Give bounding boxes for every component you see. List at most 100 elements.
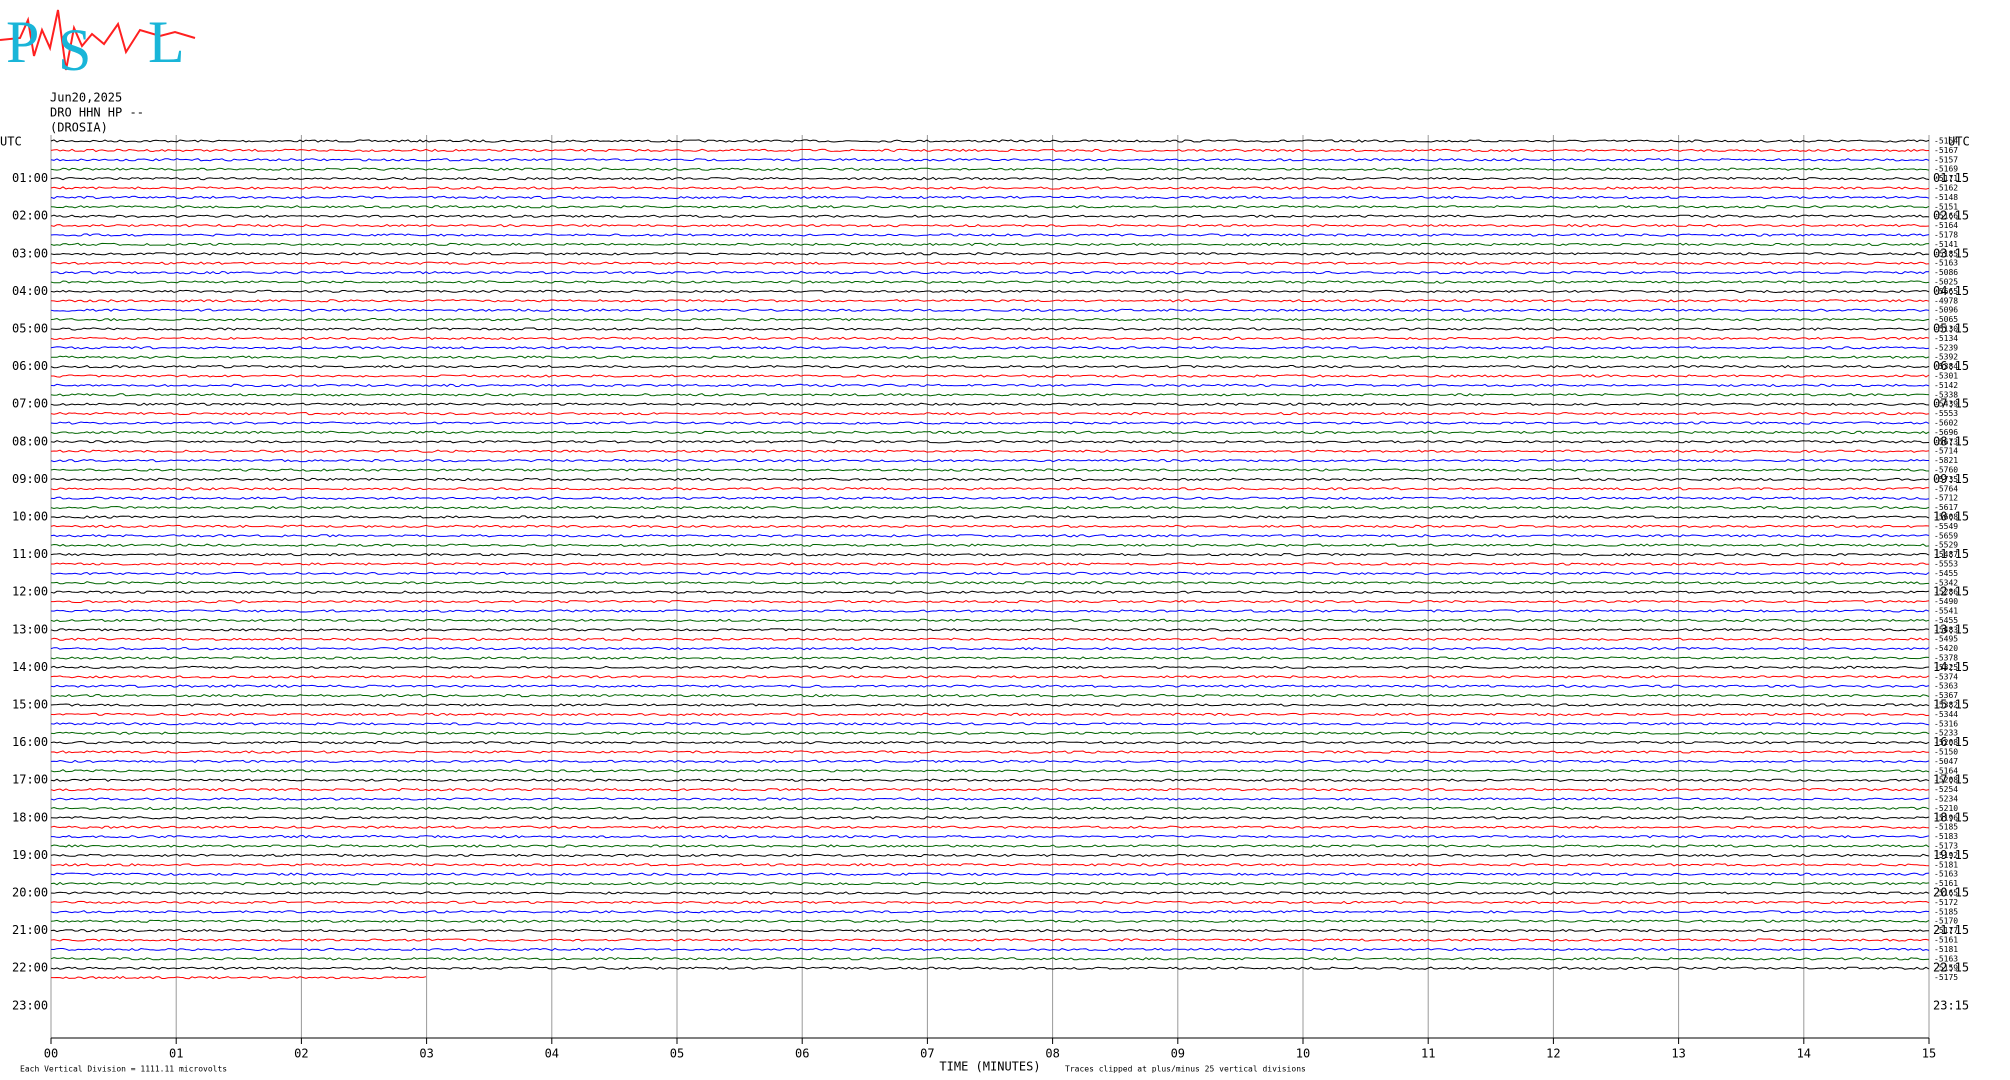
trace-label: -5553 — [1934, 409, 1958, 418]
x-tick-label: 04 — [545, 1047, 559, 1061]
trace — [51, 355, 1930, 359]
trace-label: -5170 — [1934, 917, 1958, 926]
trace — [50, 261, 1930, 265]
trace-label: -5161 — [1934, 879, 1958, 888]
trace — [50, 590, 1930, 594]
x-tick-label: 09 — [1171, 1047, 1185, 1061]
trace-label: -5735 — [1934, 475, 1958, 484]
trace — [50, 891, 1930, 895]
trace-label: -5254 — [1934, 785, 1958, 794]
trace-label: -5325 — [1934, 663, 1958, 672]
trace-label: -5177 — [1934, 926, 1958, 935]
trace-label: -5233 — [1934, 729, 1958, 738]
trace-label: -5378 — [1934, 654, 1958, 663]
hour-label-left: 17:00 — [12, 773, 48, 787]
hour-label-right: 01:15 — [1933, 171, 1969, 185]
trace-label: -5455 — [1934, 616, 1958, 625]
trace — [50, 919, 1930, 923]
hour-label-left: 05:00 — [12, 322, 48, 336]
trace — [50, 609, 1930, 613]
trace — [50, 769, 1930, 773]
trace-label: -5455 — [1934, 569, 1958, 578]
x-tick-label: 02 — [294, 1047, 308, 1061]
hour-label-right: 18:15 — [1933, 810, 1969, 824]
trace — [50, 750, 1929, 754]
trace — [50, 665, 1930, 670]
trace — [50, 195, 1930, 200]
trace-label: -5659 — [1934, 531, 1958, 540]
trace-label: -4978 — [1934, 296, 1958, 305]
trace-label: -5673 — [1934, 437, 1958, 446]
trace-label: -5065 — [1934, 315, 1958, 324]
trace-label: -5096 — [1934, 306, 1958, 315]
trace — [50, 468, 1930, 472]
trace-label: -5134 — [1934, 334, 1958, 343]
date: Jun20,2025 — [50, 91, 122, 105]
trace — [50, 778, 1930, 782]
trace-label: -5342 — [1934, 578, 1958, 587]
hour-label-left: 19:00 — [12, 848, 48, 862]
logo-letter: S — [58, 17, 91, 83]
trace — [50, 863, 1930, 867]
x-tick-label: 07 — [920, 1047, 934, 1061]
x-tick-label: 03 — [419, 1047, 433, 1061]
trace-label: -5166 — [1934, 212, 1958, 221]
trace — [50, 722, 1930, 726]
trace — [50, 148, 1930, 153]
trace — [50, 364, 1930, 369]
trace-label: -5316 — [1934, 719, 1958, 728]
trace — [50, 947, 1930, 952]
trace-label: -5167 — [1934, 146, 1958, 155]
trace-label: -5185 — [1934, 907, 1958, 916]
hour-label-left: 21:00 — [12, 923, 48, 937]
hour-label-right: 15:15 — [1933, 698, 1969, 712]
trace-label: -5234 — [1934, 795, 1958, 804]
trace-label: -5617 — [1934, 503, 1958, 512]
trace — [51, 581, 1930, 585]
trace-label: -5764 — [1934, 484, 1958, 493]
trace-label: -5178 — [1934, 231, 1958, 240]
trace-label: -5541 — [1934, 607, 1958, 616]
trace-label: -5553 — [1934, 560, 1958, 569]
trace — [50, 797, 1930, 801]
trace-label: -5183 — [1934, 832, 1958, 841]
trace — [51, 599, 1930, 604]
hour-label-left: 12:00 — [12, 585, 48, 599]
trace-label: -5086 — [1934, 268, 1958, 277]
x-tick-label: 13 — [1671, 1047, 1685, 1061]
hour-label-left: 14:00 — [12, 660, 48, 674]
trace — [50, 393, 1930, 397]
trace-label: -5208 — [1934, 776, 1958, 785]
trace-label: -5185 — [1934, 823, 1958, 832]
trace — [50, 712, 1930, 717]
trace-label: -5490 — [1934, 597, 1958, 606]
hour-label-right: 08:15 — [1933, 434, 1969, 448]
trace — [50, 167, 1930, 171]
trace — [50, 477, 1930, 482]
hour-label-left: 13:00 — [12, 622, 48, 636]
trace-label: -5171 — [1934, 174, 1958, 183]
trace-label: -5163 — [1934, 259, 1958, 268]
trace-label: -5154 — [1934, 137, 1958, 146]
hour-label-left: 11:00 — [12, 547, 48, 561]
trace-label: -5181 — [1934, 945, 1958, 954]
trace-label: -5384 — [1934, 362, 1958, 371]
hour-label-right: 23:15 — [1933, 998, 1969, 1012]
trace-label: -5192 — [1934, 851, 1958, 860]
hour-label-left: 16:00 — [12, 735, 48, 749]
trace — [50, 966, 1930, 970]
trace — [50, 900, 1930, 905]
trace — [51, 975, 427, 980]
logo-letter: L — [148, 9, 185, 75]
trace-label: -5483 — [1934, 625, 1958, 634]
trace — [50, 242, 1930, 247]
trace — [50, 252, 1930, 256]
trace — [50, 280, 1930, 284]
x-tick-label: 11 — [1421, 1047, 1435, 1061]
trace-label: -5392 — [1934, 353, 1958, 362]
hour-label-right: 06:15 — [1933, 359, 1969, 373]
trace — [50, 327, 1930, 331]
trace-label: -5549 — [1934, 522, 1958, 531]
hour-label-left: 01:00 — [12, 171, 48, 185]
